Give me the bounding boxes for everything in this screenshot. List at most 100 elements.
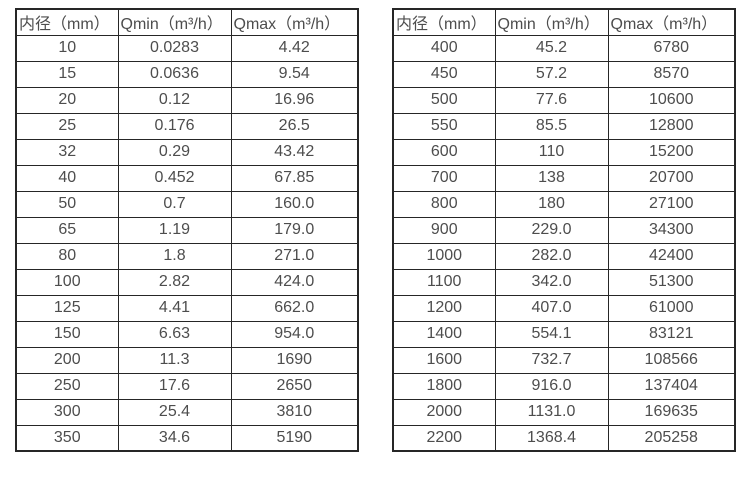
flow-spec-table-right: 内径（mm） Qmin（m³/h） Qmax（m³/h） 400 45.2 6780… [392,8,736,452]
table-cell: 550 [392,112,496,140]
table-cell: 205258 [607,424,736,452]
table-cell: 1400 [392,320,496,348]
table-cell: 83121 [607,320,736,348]
table-cell: 0.12 [117,86,232,114]
table-row: 40 0.452 67.85 [15,164,359,192]
table-cell: 160.0 [230,190,359,218]
table-cell: 10 [15,34,119,62]
table-cell: 271.0 [230,242,359,270]
table-row: 50 0.7 160.0 [15,190,359,218]
table-row: 200 11.3 1690 [15,346,359,374]
table-cell: 10600 [607,86,736,114]
table-cell: 0.176 [117,112,232,140]
table-row: 550 85.5 12800 [392,112,736,140]
table-cell: 1600 [392,346,496,374]
table-cell: 51300 [607,268,736,296]
table-row: 1600 732.7 108566 [392,346,736,374]
table-cell: 400 [392,34,496,62]
table-cell: 61000 [607,294,736,322]
table-cell: 138 [494,164,609,192]
table-cell: 16.96 [230,86,359,114]
table-cell: 2.82 [117,268,232,296]
table-cell: 45.2 [494,34,609,62]
table-cell: 9.54 [230,60,359,88]
table-cell: 17.6 [117,372,232,400]
table-cell: 5190 [230,424,359,452]
table-cell: 4.41 [117,294,232,322]
table-cell: 15 [15,60,119,88]
table-cell: 34.6 [117,424,232,452]
table-cell: 11.3 [117,346,232,374]
table-cell: 6780 [607,34,736,62]
table-cell: 32 [15,138,119,166]
table-row: 10 0.0283 4.42 [15,34,359,62]
col-header-qmax: Qmax（m³/h） [607,8,736,36]
table-row: 300 25.4 3810 [15,398,359,426]
table-row: 250 17.6 2650 [15,372,359,400]
table-cell: 25 [15,112,119,140]
table-cell: 700 [392,164,496,192]
table-row: 600 110 15200 [392,138,736,166]
table-cell: 500 [392,86,496,114]
table-cell: 407.0 [494,294,609,322]
col-header-qmax: Qmax（m³/h） [230,8,359,36]
table-cell: 1368.4 [494,424,609,452]
table-cell: 85.5 [494,112,609,140]
table-cell: 50 [15,190,119,218]
table-row: 400 45.2 6780 [392,34,736,62]
table-cell: 954.0 [230,320,359,348]
table-cell: 0.0636 [117,60,232,88]
table-cell: 42400 [607,242,736,270]
table-row: 15 0.0636 9.54 [15,60,359,88]
header-row: 内径（mm） Qmin（m³/h） Qmax（m³/h） [15,8,359,36]
table-body: 400 45.2 6780 450 57.2 8570 500 77.6 10600 550 85.… [392,34,736,452]
table-cell: 900 [392,216,496,244]
table-cell: 350 [15,424,119,452]
table-cell: 4.42 [230,34,359,62]
table-cell: 67.85 [230,164,359,192]
table-cell: 150 [15,320,119,348]
table-cell: 8570 [607,60,736,88]
table-row: 20 0.12 16.96 [15,86,359,114]
table-cell: 1100 [392,268,496,296]
table-row: 65 1.19 179.0 [15,216,359,244]
table-row: 800 180 27100 [392,190,736,218]
table-cell: 732.7 [494,346,609,374]
table-row: 1100 342.0 51300 [392,268,736,296]
table-cell: 125 [15,294,119,322]
table-row: 1800 916.0 137404 [392,372,736,400]
table-row: 125 4.41 662.0 [15,294,359,322]
header-row: 内径（mm） Qmin（m³/h） Qmax（m³/h） [392,8,736,36]
col-header-qmin: Qmin（m³/h） [117,8,232,36]
table-cell: 20 [15,86,119,114]
table-row: 80 1.8 271.0 [15,242,359,270]
table-row: 32 0.29 43.42 [15,138,359,166]
flow-spec-table-left: 内径（mm） Qmin（m³/h） Qmax（m³/h） 10 0.0283 4.4… [15,8,359,452]
table-row: 450 57.2 8570 [392,60,736,88]
table-row: 350 34.6 5190 [15,424,359,452]
table-cell: 200 [15,346,119,374]
table-cell: 2000 [392,398,496,426]
table-cell: 40 [15,164,119,192]
col-header-qmin: Qmin（m³/h） [494,8,609,36]
table-cell: 2650 [230,372,359,400]
table-row: 150 6.63 954.0 [15,320,359,348]
table-cell: 108566 [607,346,736,374]
table-row: 100 2.82 424.0 [15,268,359,296]
table-row: 1400 554.1 83121 [392,320,736,348]
table-cell: 43.42 [230,138,359,166]
table-cell: 57.2 [494,60,609,88]
table-cell: 342.0 [494,268,609,296]
table-cell: 137404 [607,372,736,400]
table-cell: 1131.0 [494,398,609,426]
table-cell: 1000 [392,242,496,270]
table-cell: 424.0 [230,268,359,296]
table-cell: 1200 [392,294,496,322]
table-cell: 6.63 [117,320,232,348]
table-cell: 2200 [392,424,496,452]
table-body: 10 0.0283 4.42 15 0.0636 9.54 20 0.12 16.96 25 0.1… [15,34,359,452]
table-cell: 77.6 [494,86,609,114]
table-cell: 15200 [607,138,736,166]
table-cell: 554.1 [494,320,609,348]
table-cell: 20700 [607,164,736,192]
